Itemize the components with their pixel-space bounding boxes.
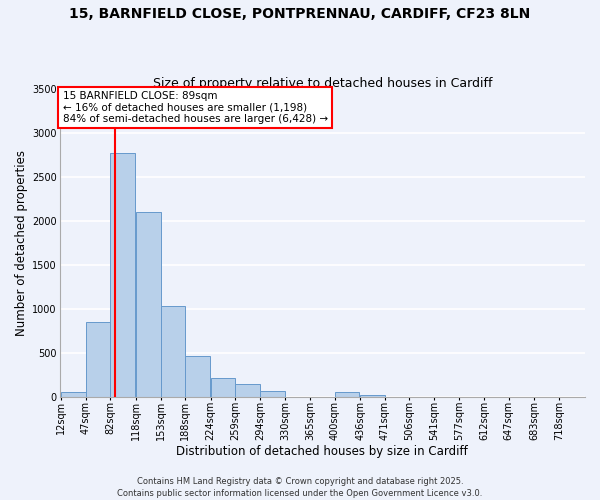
Title: Size of property relative to detached houses in Cardiff: Size of property relative to detached ho… xyxy=(152,76,492,90)
Text: 15, BARNFIELD CLOSE, PONTPRENNAU, CARDIFF, CF23 8LN: 15, BARNFIELD CLOSE, PONTPRENNAU, CARDIF… xyxy=(70,8,530,22)
Text: 15 BARNFIELD CLOSE: 89sqm
← 16% of detached houses are smaller (1,198)
84% of se: 15 BARNFIELD CLOSE: 89sqm ← 16% of detac… xyxy=(62,91,328,124)
Bar xyxy=(61,392,86,396)
X-axis label: Distribution of detached houses by size in Cardiff: Distribution of detached houses by size … xyxy=(176,444,468,458)
Bar xyxy=(360,395,385,396)
Y-axis label: Number of detached properties: Number of detached properties xyxy=(15,150,28,336)
Bar xyxy=(260,392,284,396)
Bar xyxy=(211,378,235,396)
Bar xyxy=(235,384,260,396)
Bar xyxy=(86,322,110,396)
Bar xyxy=(161,306,185,396)
Text: Contains HM Land Registry data © Crown copyright and database right 2025.
Contai: Contains HM Land Registry data © Crown c… xyxy=(118,476,482,498)
Bar xyxy=(185,356,210,397)
Bar xyxy=(136,212,161,396)
Bar xyxy=(335,392,359,396)
Bar xyxy=(110,152,135,396)
